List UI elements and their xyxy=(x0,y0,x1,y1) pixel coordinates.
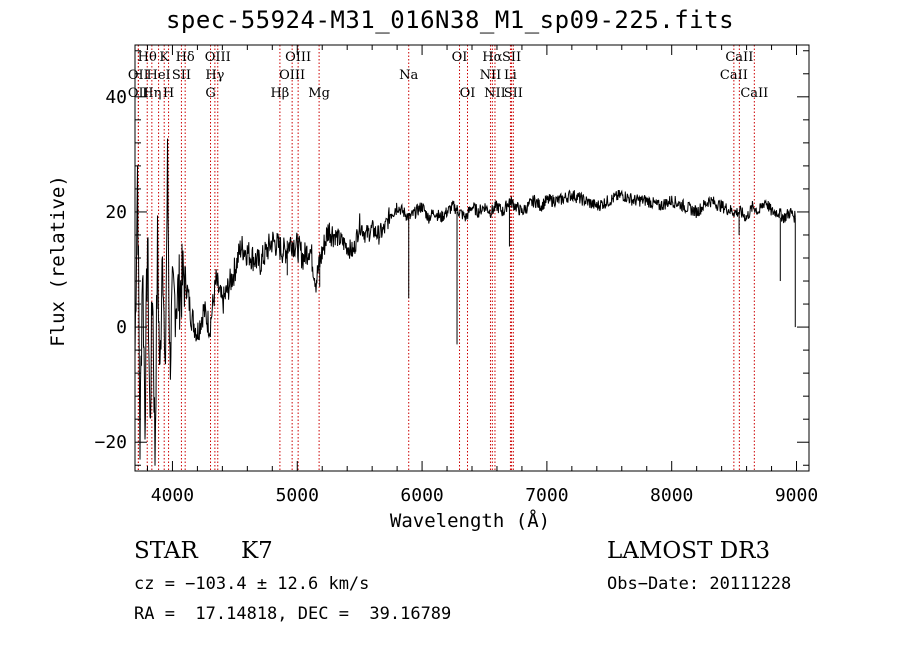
line-marker-label: SII xyxy=(504,86,523,101)
line-marker-label: H xyxy=(163,86,174,101)
line-marker-label: Hα xyxy=(482,50,502,65)
line-marker-label: SII xyxy=(502,50,521,65)
y-tick-label: −20 xyxy=(94,432,127,453)
x-tick-label: 7000 xyxy=(525,485,568,506)
line-marker-label: Hθ xyxy=(138,50,157,65)
line-marker-label: Hγ xyxy=(205,68,224,83)
observation-date: Obs−Date: 20111228 xyxy=(607,574,792,594)
y-tick-label: 40 xyxy=(105,87,127,108)
x-tick-label: 4000 xyxy=(151,485,194,506)
line-marker-label: CaII xyxy=(720,68,748,83)
x-axis-label: Wavelength (Å) xyxy=(389,510,551,532)
chart-title: spec-55924-M31_016N38_M1_sp09-225.fits xyxy=(165,6,735,34)
line-marker-label: Na xyxy=(399,68,418,83)
x-tick-label: 9000 xyxy=(775,485,818,506)
x-tick-label: 5000 xyxy=(276,485,319,506)
line-marker-label: HeI xyxy=(147,68,171,83)
line-marker-label: Li xyxy=(504,68,517,83)
line-marker-label: Hδ xyxy=(176,50,195,65)
line-marker-label: K xyxy=(159,50,169,65)
ra-dec-coordinates: RA = 17.14818, DEC = 39.16789 xyxy=(134,604,452,624)
object-subclass: K7 xyxy=(241,538,273,564)
x-axis-ticks: 4000 5000 6000 7000 8000 9000 xyxy=(146,45,818,506)
spectrum-series-line xyxy=(134,138,796,466)
x-tick-label: 8000 xyxy=(650,485,693,506)
line-marker-label: G xyxy=(205,86,215,101)
line-marker-label: Mg xyxy=(308,86,330,101)
line-marker-label: Hη xyxy=(142,86,161,101)
line-marker-label: OIII xyxy=(279,68,305,83)
line-marker-label: OIII xyxy=(205,50,231,65)
line-marker-label: OII xyxy=(128,68,149,83)
spectral-line-markers xyxy=(137,45,755,471)
line-marker-label: NII xyxy=(480,68,502,83)
redshift-velocity: cz = −103.4 ± 12.6 km/s xyxy=(134,574,370,594)
x-tick-label: 6000 xyxy=(400,485,443,506)
line-marker-label: Hβ xyxy=(270,86,289,101)
y-tick-label: 0 xyxy=(116,317,127,338)
plot-frame xyxy=(134,44,810,472)
line-marker-label: CaII xyxy=(740,86,768,101)
y-axis-label: Flux (relative) xyxy=(47,175,69,347)
y-axis-ticks: −20 0 20 40 xyxy=(94,50,809,466)
absorption-dips xyxy=(286,200,796,345)
y-tick-label: 20 xyxy=(105,202,127,223)
line-marker-label: OI xyxy=(460,86,476,101)
line-marker-label: NII xyxy=(484,86,506,101)
survey-name: LAMOST DR3 xyxy=(607,538,771,564)
line-marker-label: OI xyxy=(452,50,468,65)
object-class: STAR xyxy=(134,538,198,564)
line-marker-label: CaII xyxy=(725,50,753,65)
line-marker-label: OIII xyxy=(285,50,311,65)
line-marker-label: SII xyxy=(172,68,191,83)
